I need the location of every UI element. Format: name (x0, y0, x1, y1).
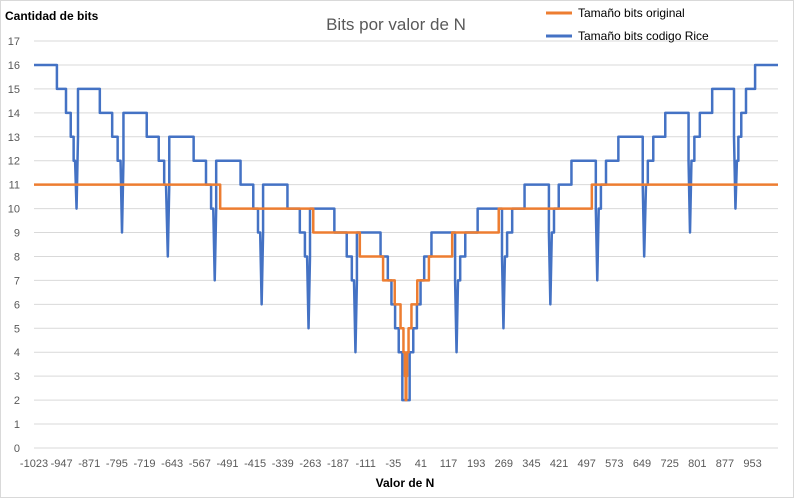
y-tick-label: 4 (14, 347, 20, 359)
x-tick-label: -643 (161, 458, 183, 470)
x-tick-label: 421 (550, 458, 568, 470)
x-tick-label: -111 (355, 458, 375, 470)
x-tick-label: 269 (495, 458, 513, 470)
x-tick-label: 117 (440, 458, 458, 470)
x-tick-label: -947 (51, 458, 73, 470)
y-tick-label: 15 (8, 84, 20, 96)
y-tick-label: 12 (8, 156, 20, 168)
y-tick-label: 7 (14, 275, 20, 287)
x-tick-label: 725 (660, 458, 678, 470)
x-tick-label: 953 (743, 458, 761, 470)
y-tick-label: 16 (8, 60, 20, 72)
x-tick-label: -795 (106, 458, 128, 470)
x-tick-label: -263 (299, 458, 321, 470)
legend: Tamaño bits original Tamaño bits codigo R… (546, 6, 709, 43)
y-tick-label: 5 (14, 323, 20, 335)
x-tick-label: -719 (134, 458, 156, 470)
legend-label: Tamaño bits original (578, 6, 685, 20)
x-tick-label: 877 (716, 458, 734, 470)
x-tick-label: -1023 (20, 458, 48, 470)
y-tick-label: 9 (14, 228, 20, 240)
x-axis-title: Valor de N (376, 476, 435, 490)
legend-label: Tamaño bits codigo Rice (578, 29, 709, 43)
x-tick-label: -187 (327, 458, 349, 470)
x-tick-label: 801 (688, 458, 706, 470)
x-tick-label: -871 (78, 458, 100, 470)
y-tick-label: 11 (9, 180, 20, 192)
x-tick-label: 345 (522, 458, 540, 470)
x-tick-label: -35 (385, 458, 401, 470)
y-tick-label: 2 (14, 395, 20, 407)
y-tick-label: 0 (14, 443, 20, 455)
x-tick-label: 573 (605, 458, 623, 470)
x-tick-label: 649 (633, 458, 651, 470)
y-tick-label: 6 (14, 299, 20, 311)
x-tick-label: -567 (189, 458, 211, 470)
series-lines (34, 63, 778, 402)
y-tick-label: 1 (14, 419, 20, 431)
x-tick-label: -339 (272, 458, 294, 470)
x-axis-ticks: -1023 -947 -871 -795 -719 -643 -567 -491 -415 -33… (20, 458, 762, 470)
y-tick-label: 14 (8, 108, 20, 120)
y-tick-label: 17 (8, 36, 20, 48)
series-line-original (34, 183, 778, 402)
y-tick-label: 8 (14, 251, 20, 263)
y-tick-label: 10 (8, 204, 20, 216)
x-tick-label: 193 (467, 458, 485, 470)
x-tick-label: 41 (415, 458, 427, 470)
y-tick-label: 13 (8, 132, 20, 144)
x-tick-label: -415 (244, 458, 266, 470)
x-tick-label: -491 (216, 458, 238, 470)
x-tick-label: 497 (578, 458, 596, 470)
chart-title: Bits por valor de N (326, 15, 466, 34)
y-tick-label: 3 (14, 371, 20, 383)
y-axis-title: Cantidad de bits (5, 9, 99, 23)
